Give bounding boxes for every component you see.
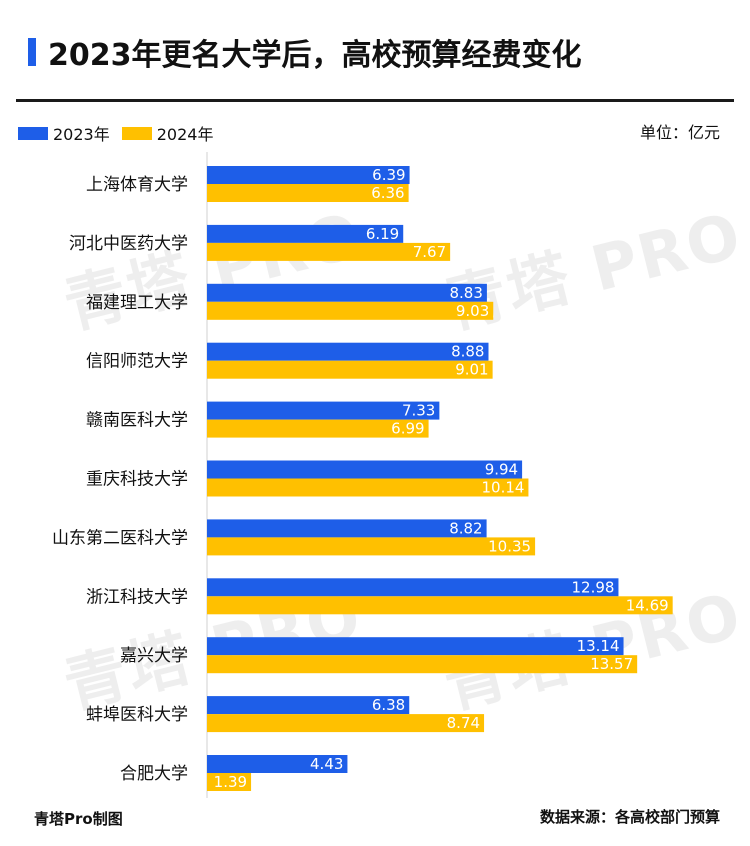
category-label: 重庆科技大学 [86, 470, 188, 490]
category-label: 山东第二医科大学 [52, 528, 188, 548]
title-accent-bar [28, 38, 36, 66]
bar-2024 [207, 301, 494, 320]
bar-2024 [207, 419, 429, 438]
category-label: 合肥大学 [120, 764, 188, 784]
data-label: 8.74 [447, 714, 480, 732]
data-label: 13.57 [590, 655, 633, 673]
legend-swatch-2023 [18, 126, 48, 140]
data-label: 9.01 [455, 361, 488, 379]
bar-2024 [207, 184, 409, 202]
bar-2023 [207, 755, 348, 773]
bar-2024 [207, 773, 252, 791]
bar-2023 [207, 342, 489, 361]
category-label: 上海体育大学 [86, 175, 188, 195]
bar-2023 [207, 460, 523, 479]
bar-2023 [207, 578, 619, 597]
bar-2023 [207, 283, 487, 302]
data-label: 7.67 [413, 243, 446, 261]
data-label: 6.19 [366, 225, 399, 243]
data-label: 8.82 [449, 519, 482, 537]
data-label: 6.99 [391, 420, 424, 438]
legend-swatch-2024 [121, 126, 152, 140]
data-label: 10.14 [481, 479, 524, 497]
bar-2024 [207, 596, 673, 615]
data-label: 6.38 [372, 696, 405, 714]
category-label: 福建理工大学 [86, 293, 188, 313]
bar-2024 [207, 714, 485, 733]
data-label: 9.03 [456, 302, 489, 320]
data-label: 8.83 [450, 284, 483, 302]
category-label: 赣南医科大学 [86, 411, 188, 431]
footer-source: 数据来源：各高校部门预算 [539, 808, 720, 826]
data-label: 14.69 [626, 596, 669, 614]
category-label: 河北中医药大学 [69, 234, 188, 254]
legend-label-2023: 2023年 [53, 125, 110, 144]
legend-label-2024: 2024年 [156, 125, 214, 144]
bar-2023 [207, 224, 404, 243]
category-label: 浙江科技大学 [86, 587, 188, 607]
bar-2024 [207, 537, 536, 556]
data-label: 12.98 [572, 578, 615, 596]
data-label: 13.14 [577, 637, 620, 655]
bar-2023 [207, 166, 410, 184]
legend: 2023年 2024年 [18, 121, 225, 145]
bar-2023 [207, 401, 440, 420]
data-label: 6.39 [372, 166, 405, 184]
legend-item-2023: 2023年 [18, 121, 110, 145]
bar-2023 [207, 637, 624, 656]
data-label: 4.43 [310, 755, 343, 773]
bar-2023 [207, 519, 487, 538]
data-label: 10.35 [488, 537, 531, 555]
category-label: 信阳师范大学 [86, 352, 188, 372]
data-label: 7.33 [402, 402, 435, 420]
data-label: 1.39 [214, 773, 247, 791]
category-label: 蚌埠医科大学 [86, 705, 188, 725]
footer-credit: 青塔Pro制图 [34, 810, 123, 828]
bar-2024 [207, 242, 451, 261]
chart-title: 2023年更名大学后，高校预算经费变化 [48, 38, 582, 73]
bar-2024 [207, 478, 529, 497]
category-label: 嘉兴大学 [120, 646, 188, 666]
data-label: 6.36 [371, 184, 404, 202]
data-label: 9.94 [485, 461, 518, 479]
unit-label: 单位：亿元 [639, 123, 720, 142]
legend-item-2024: 2024年 [121, 121, 214, 145]
title-divider [16, 99, 734, 102]
bar-2024 [207, 655, 638, 674]
bar-2024 [207, 360, 493, 379]
bar-2023 [207, 696, 410, 715]
data-label: 8.88 [451, 343, 484, 361]
